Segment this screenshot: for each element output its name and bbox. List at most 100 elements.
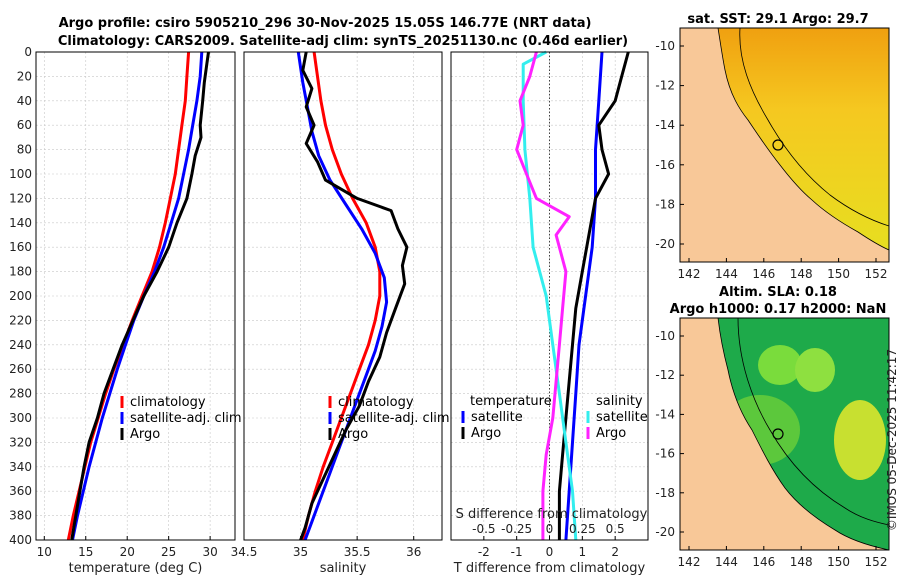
y-tick-label: 340: [9, 460, 32, 474]
isobath-line: [737, 318, 889, 526]
y-tick-label: 200: [9, 289, 32, 303]
y-tick-label: 20: [17, 69, 32, 83]
x-tick-label: 15: [78, 545, 93, 559]
sla-eddy: [795, 348, 835, 392]
map-lon-label: 150: [827, 267, 850, 281]
x-tick-label: 1: [579, 545, 587, 559]
map-lat-label: -14: [655, 407, 675, 421]
y-tick-label: 180: [9, 265, 32, 279]
map-lat-label: -10: [655, 39, 675, 53]
legend-label-argo: Argo: [130, 427, 160, 442]
legend-label-t-satellite: satellite: [471, 410, 523, 425]
x-axis-label: T difference from climatology: [453, 561, 646, 576]
sla-map-frame: [679, 317, 890, 551]
map-lon-label: 150: [827, 555, 850, 569]
x-tick-label: -2: [478, 545, 490, 559]
map-lat-label: -20: [655, 237, 675, 251]
sla-eddy: [834, 400, 886, 480]
secondary-x-tick-label: 0.5: [606, 522, 625, 536]
x-tick-label: 34.5: [231, 545, 258, 559]
imos-watermark: ©IMOS 05-Dec-2025 11:42:17: [885, 349, 899, 531]
secondary-x-axis-label: S difference from climatology: [456, 507, 648, 522]
x-axis-label: temperature (deg C): [69, 561, 203, 576]
x-tick-label: 25: [161, 545, 176, 559]
x-tick-label: 20: [120, 545, 135, 559]
sla-map: Altim. SLA: 0.18 Argo h1000: 0.17 h2000:…: [655, 285, 890, 569]
plot-frame: [243, 51, 443, 541]
sla-eddy: [758, 345, 802, 385]
x-tick-label: 35: [293, 545, 308, 559]
y-tick-label: 100: [9, 167, 32, 181]
series-line-argo: [70, 51, 210, 541]
x-tick-label: 0: [546, 545, 554, 559]
series-line-argo: [299, 51, 409, 541]
x-tick-label: 10: [37, 545, 52, 559]
map-lon-label: 144: [715, 555, 738, 569]
y-tick-label: 0: [24, 45, 32, 59]
sst-map-title: sat. SST: 29.1 Argo: 29.7: [687, 12, 868, 27]
legend-label-satellite: satellite-adj. clim: [130, 411, 242, 426]
map-lon-label: 148: [790, 555, 813, 569]
difference-panel: -2 -1 0 1 2 T difference from climatology S di…: [450, 50, 649, 576]
sla-map-title-line1: Altim. SLA: 0.18: [719, 285, 837, 300]
y-tick-label: 40: [17, 94, 32, 108]
map-lat-label: -12: [655, 79, 675, 93]
y-tick-label: 400: [9, 533, 32, 547]
map-lon-label: 142: [678, 267, 701, 281]
map-lon-label: 148: [790, 267, 813, 281]
y-tick-label: 60: [17, 118, 32, 132]
map-lat-label: -16: [655, 158, 675, 172]
secondary-x-tick-label: 0.25: [569, 522, 596, 536]
legend-label-satellite: satellite-adj. clim: [338, 411, 450, 426]
isobath-line: [739, 28, 889, 227]
map-lat-label: -16: [655, 447, 675, 461]
y-tick-label: 280: [9, 387, 32, 401]
salinity-panel: 34.5 35 35.5 36 salinity: [231, 51, 443, 576]
map-lon-label: 144: [715, 267, 738, 281]
secondary-x-tick-label: -0.25: [501, 522, 532, 536]
legend-title-temperature: temperature: [470, 394, 552, 409]
difference-legend: temperature satellite Argo salinity sate…: [461, 394, 648, 441]
legend-label-climatology: climatology: [130, 395, 206, 410]
y-tick-label: 380: [9, 509, 32, 523]
sst-map: sat. SST: 29.1 Argo: 29.7 -10 -12 -14 -16 -1…: [655, 12, 890, 281]
legend-label-climatology: climatology: [338, 395, 414, 410]
temperature-legend: climatology satellite-adj. clim Argo: [120, 395, 242, 442]
y-tick-label: 220: [9, 313, 32, 327]
y-tick-label: 140: [9, 216, 32, 230]
argo-position-marker: [772, 428, 784, 440]
legend-label-argo: Argo: [338, 427, 368, 442]
secondary-x-tick-label: 0: [546, 522, 554, 536]
australia-land: [680, 318, 889, 550]
salinity-legend: climatology satellite-adj. clim Argo: [328, 395, 450, 442]
series-line-temperature-satellite: [564, 51, 604, 541]
plot-frame: [35, 51, 236, 541]
map-lon-label: 146: [752, 267, 775, 281]
map-lon-label: 142: [678, 555, 701, 569]
map-lon-label: 152: [865, 555, 888, 569]
map-lon-label: 152: [865, 267, 888, 281]
figure-title-line2: Climatology: CARS2009. Satellite-adj cli…: [58, 34, 628, 49]
y-tick-label: 260: [9, 362, 32, 376]
sla-map-ticks: -10 -12 -14 -16 -18 -20 142 144 146 148 150 152: [655, 329, 887, 569]
legend-title-salinity: salinity: [596, 394, 643, 409]
x-tick-label: 36: [406, 545, 421, 559]
legend-label-s-argo: Argo: [596, 426, 626, 441]
y-tick-label: 320: [9, 435, 32, 449]
x-axis-label: salinity: [320, 561, 367, 576]
map-lat-label: -10: [655, 329, 675, 343]
temperature-panel: 10 15 20 25 30 temperature (deg C) 0 20 40 60 80 10…: [9, 45, 236, 576]
argo-position-marker: [772, 139, 784, 151]
map-lat-label: -18: [655, 197, 675, 211]
map-lat-label: -14: [655, 118, 675, 132]
sst-map-frame: [679, 27, 890, 263]
y-tick-label: 300: [9, 411, 32, 425]
x-tick-label: -1: [511, 545, 523, 559]
series-line-salinity-argo: [515, 51, 571, 540]
series-line-climatology: [301, 51, 382, 541]
y-tick-label: 120: [9, 191, 32, 205]
figure-title-line1: Argo profile: csiro 5905210_296 30-Nov-2…: [59, 16, 592, 31]
map-lat-label: -20: [655, 525, 675, 539]
map-lat-label: -12: [655, 368, 675, 382]
